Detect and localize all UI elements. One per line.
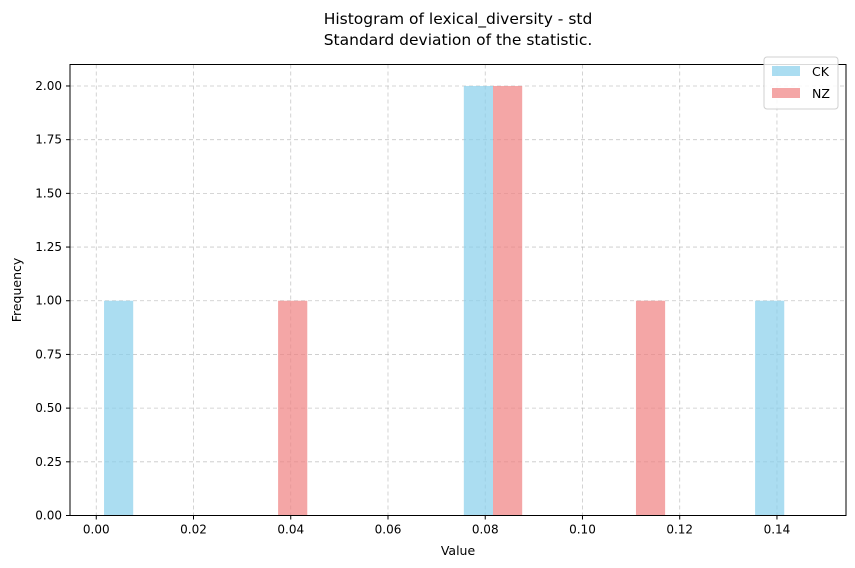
bar-ck [104,300,134,516]
x-tick-label: 0.00 [83,523,110,537]
y-tick-label: 0.75 [35,347,62,361]
bar-ck [463,85,494,516]
y-tick-label: 1.75 [35,133,62,147]
plot-frame [69,64,847,516]
y-tick-label: 0.25 [35,455,62,469]
bars [104,85,785,516]
x-tick-label: 0.12 [666,523,693,537]
y-axis-label: Frequency [9,257,24,322]
chart-title: Histogram of lexical_diversity - std [324,10,593,29]
x-tick-label: 0.06 [375,523,402,537]
grid-lines [70,64,846,516]
bar-nz [493,85,523,516]
legend-label-nz: NZ [812,86,830,101]
x-tick-label: 0.04 [277,523,304,537]
bar-nz [635,300,666,516]
legend: CK NZ [763,56,839,110]
bar-nz [278,300,308,516]
y-tick-label: 1.25 [35,240,62,254]
x-ticks: 0.00 0.02 0.04 0.06 0.08 0.10 0.12 0.14 [83,515,791,537]
x-tick-label: 0.08 [472,523,499,537]
legend-label-ck: CK [812,64,830,79]
y-tick-label: 0.50 [35,401,62,415]
x-tick-label: 0.14 [764,523,791,537]
x-tick-label: 0.10 [569,523,596,537]
y-tick-label: 0.00 [35,509,62,523]
chart-subtitle: Standard deviation of the statistic. [324,31,593,49]
bar-ck [755,300,785,516]
y-ticks: 0.00 0.25 0.50 0.75 1.00 1.25 1.50 1.75 2.00 [35,79,70,523]
x-tick-label: 0.02 [180,523,207,537]
x-axis-label: Value [441,543,476,558]
legend-swatch-ck [772,66,800,76]
y-tick-label: 1.00 [35,294,62,308]
y-tick-label: 1.50 [35,186,62,200]
y-tick-label: 2.00 [35,79,62,93]
legend-swatch-nz [772,88,800,98]
